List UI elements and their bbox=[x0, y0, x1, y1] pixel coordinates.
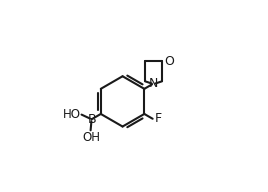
Text: HO: HO bbox=[63, 108, 81, 121]
Text: N: N bbox=[149, 77, 158, 90]
Text: OH: OH bbox=[82, 131, 100, 144]
Text: O: O bbox=[164, 55, 174, 68]
Text: B: B bbox=[87, 113, 96, 126]
Text: F: F bbox=[154, 112, 162, 125]
